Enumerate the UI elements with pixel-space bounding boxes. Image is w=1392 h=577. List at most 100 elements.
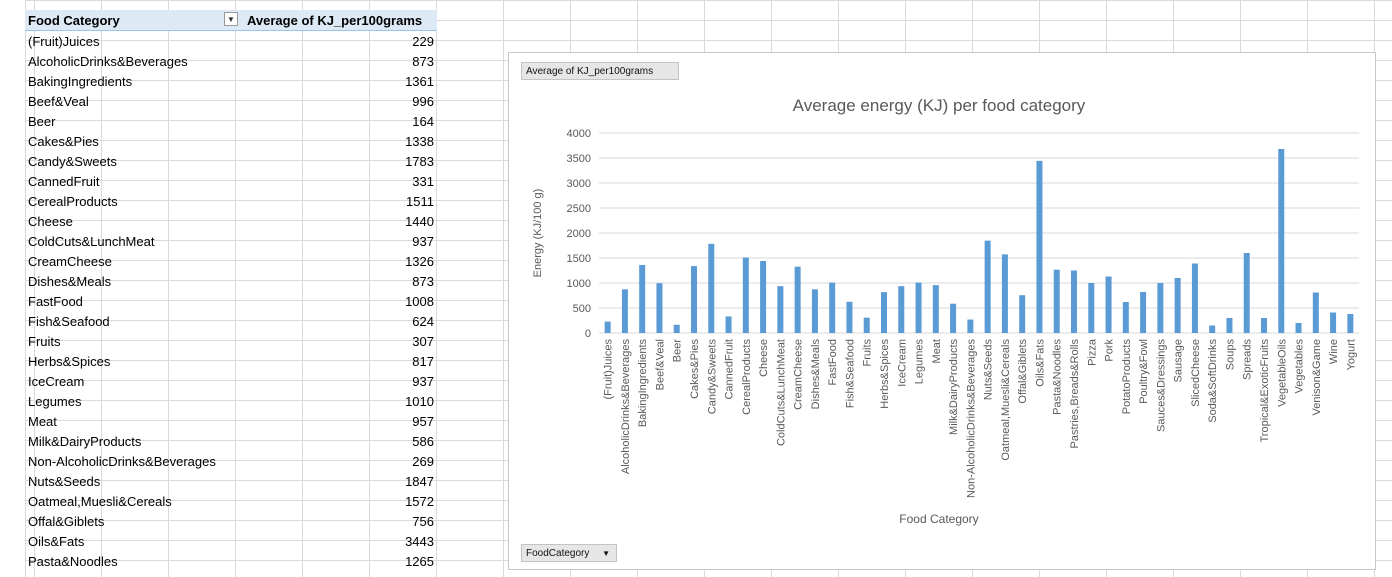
row-value[interactable]: 873 — [412, 273, 434, 289]
value-field-button[interactable]: Average of KJ_per100grams — [521, 62, 679, 80]
row-value[interactable]: 1572 — [405, 493, 434, 509]
row-value[interactable]: 229 — [412, 33, 434, 49]
row-category[interactable]: Beer — [28, 113, 56, 129]
row-value[interactable]: 873 — [412, 53, 434, 69]
x-tick-label: Offal&Giblets — [1017, 339, 1029, 404]
row-value[interactable]: 957 — [412, 413, 434, 429]
table-row[interactable]: Legumes 1010 — [25, 391, 437, 411]
chart-bar — [1174, 278, 1181, 333]
row-category[interactable]: AlcoholicDrinks&Beverages — [28, 53, 188, 69]
row-category[interactable]: Milk&DairyProducts — [28, 433, 142, 449]
value-field-label: Average of KJ_per100grams — [526, 65, 654, 77]
row-value[interactable]: 164 — [412, 113, 434, 129]
table-row[interactable]: Fruits 307 — [25, 331, 437, 351]
row-category[interactable]: Fish&Seafood — [28, 313, 110, 329]
row-category[interactable]: Meat — [28, 413, 57, 429]
row-category[interactable]: Beef&Veal — [28, 93, 89, 109]
table-row[interactable]: Herbs&Spices 817 — [25, 351, 437, 371]
row-category[interactable]: IceCream — [28, 373, 85, 389]
row-value[interactable]: 1010 — [405, 393, 434, 409]
chart-bar — [1053, 269, 1060, 333]
row-value[interactable]: 1361 — [405, 73, 434, 89]
table-row[interactable]: FastFood 1008 — [25, 291, 437, 311]
table-row[interactable]: Fish&Seafood 624 — [25, 311, 437, 331]
table-row[interactable]: Pasta&Noodles 1265 — [25, 551, 437, 571]
row-category[interactable]: Nuts&Seeds — [28, 473, 101, 489]
row-value[interactable]: 1326 — [405, 253, 434, 269]
row-category[interactable]: CannedFruit — [28, 173, 100, 189]
x-tick-label: Oils&Fats — [1034, 339, 1046, 387]
row-value[interactable]: 1783 — [405, 153, 434, 169]
row-value[interactable]: 624 — [412, 313, 434, 329]
row-category[interactable]: Pasta&Noodles — [28, 553, 118, 569]
row-category[interactable]: Oatmeal,Muesli&Cereals — [28, 493, 172, 509]
chart-bar — [1243, 253, 1250, 333]
row-value[interactable]: 937 — [412, 233, 434, 249]
row-category[interactable]: Oils&Fats — [28, 533, 85, 549]
x-tick-label: Poultry&Fowl — [1138, 339, 1150, 404]
pivot-header-category[interactable]: Food Category — [28, 12, 120, 28]
row-category[interactable]: Dishes&Meals — [28, 273, 112, 289]
table-row[interactable]: CreamCheese 1326 — [25, 251, 437, 271]
row-category[interactable]: Herbs&Spices — [28, 353, 111, 369]
row-category[interactable]: (Fruit)Juices — [28, 33, 100, 49]
row-category[interactable]: Cheese — [28, 213, 73, 229]
row-category[interactable]: BakingIngredients — [28, 73, 133, 89]
table-row[interactable]: Meat 957 — [25, 411, 437, 431]
table-row[interactable]: Milk&DairyProducts 586 — [25, 431, 437, 451]
table-row[interactable]: Candy&Sweets 1783 — [25, 151, 437, 171]
pivot-chart[interactable]: Average of KJ_per100grams Average energy… — [508, 52, 1376, 570]
row-value[interactable]: 1008 — [405, 293, 434, 309]
row-category[interactable]: CerealProducts — [28, 193, 118, 209]
row-value[interactable]: 307 — [412, 333, 434, 349]
table-row[interactable]: Cakes&Pies 1338 — [25, 131, 437, 151]
chart-bar — [950, 303, 957, 333]
table-row[interactable]: Oils&Fats 3443 — [25, 531, 437, 551]
table-row[interactable]: BakingIngredients 1361 — [25, 71, 437, 91]
row-value[interactable]: 1338 — [405, 133, 434, 149]
table-row[interactable]: Oatmeal,Muesli&Cereals 1572 — [25, 491, 437, 511]
row-value[interactable]: 269 — [412, 453, 434, 469]
row-category[interactable]: FastFood — [28, 293, 83, 309]
row-header-strip — [0, 0, 26, 577]
table-row[interactable]: (Fruit)Juices 229 — [25, 31, 437, 51]
filter-dropdown-icon[interactable]: ▼ — [224, 12, 238, 26]
row-value[interactable]: 937 — [412, 373, 434, 389]
x-tick-label: Cheese — [758, 339, 770, 377]
table-row[interactable]: IceCream 937 — [25, 371, 437, 391]
chevron-down-icon[interactable]: ▼ — [602, 548, 610, 558]
row-category[interactable]: Legumes — [28, 393, 82, 409]
row-category[interactable]: Non-AlcoholicDrinks&Beverages — [28, 453, 216, 469]
row-value[interactable]: 756 — [412, 513, 434, 529]
row-value[interactable]: 1511 — [406, 193, 434, 209]
y-tick-label: 3000 — [567, 178, 591, 190]
table-row[interactable]: Beef&Veal 996 — [25, 91, 437, 111]
table-row[interactable]: Beer 164 — [25, 111, 437, 131]
pivot-header-value[interactable]: Average of KJ_per100grams — [247, 12, 423, 28]
row-category[interactable]: CreamCheese — [28, 253, 112, 269]
table-row[interactable]: CannedFruit 331 — [25, 171, 437, 191]
row-value[interactable]: 3443 — [405, 533, 434, 549]
row-category[interactable]: ColdCuts&LunchMeat — [28, 233, 155, 249]
table-row[interactable]: CerealProducts 1511 — [25, 191, 437, 211]
row-value[interactable]: 1265 — [405, 553, 434, 569]
row-value[interactable]: 331 — [412, 173, 434, 189]
table-row[interactable]: Non-AlcoholicDrinks&Beverages 269 — [25, 451, 437, 471]
table-row[interactable]: Dishes&Meals 873 — [25, 271, 437, 291]
table-row[interactable]: AlcoholicDrinks&Beverages 873 — [25, 51, 437, 71]
row-category[interactable]: Candy&Sweets — [28, 153, 117, 169]
table-row[interactable]: Cheese 1440 — [25, 211, 437, 231]
chart-bar — [1347, 314, 1354, 333]
table-row[interactable]: Offal&Giblets 756 — [25, 511, 437, 531]
row-value[interactable]: 586 — [412, 433, 434, 449]
table-row[interactable]: ColdCuts&LunchMeat 937 — [25, 231, 437, 251]
row-value[interactable]: 1440 — [405, 213, 434, 229]
row-value[interactable]: 1847 — [405, 473, 434, 489]
row-category[interactable]: Offal&Giblets — [28, 513, 105, 529]
table-row[interactable]: Nuts&Seeds 1847 — [25, 471, 437, 491]
row-value[interactable]: 817 — [412, 353, 434, 369]
row-value[interactable]: 996 — [412, 93, 434, 109]
row-category[interactable]: Fruits — [28, 333, 61, 349]
axis-field-button[interactable]: FoodCategory ▼ — [521, 544, 617, 562]
row-category[interactable]: Cakes&Pies — [28, 133, 99, 149]
